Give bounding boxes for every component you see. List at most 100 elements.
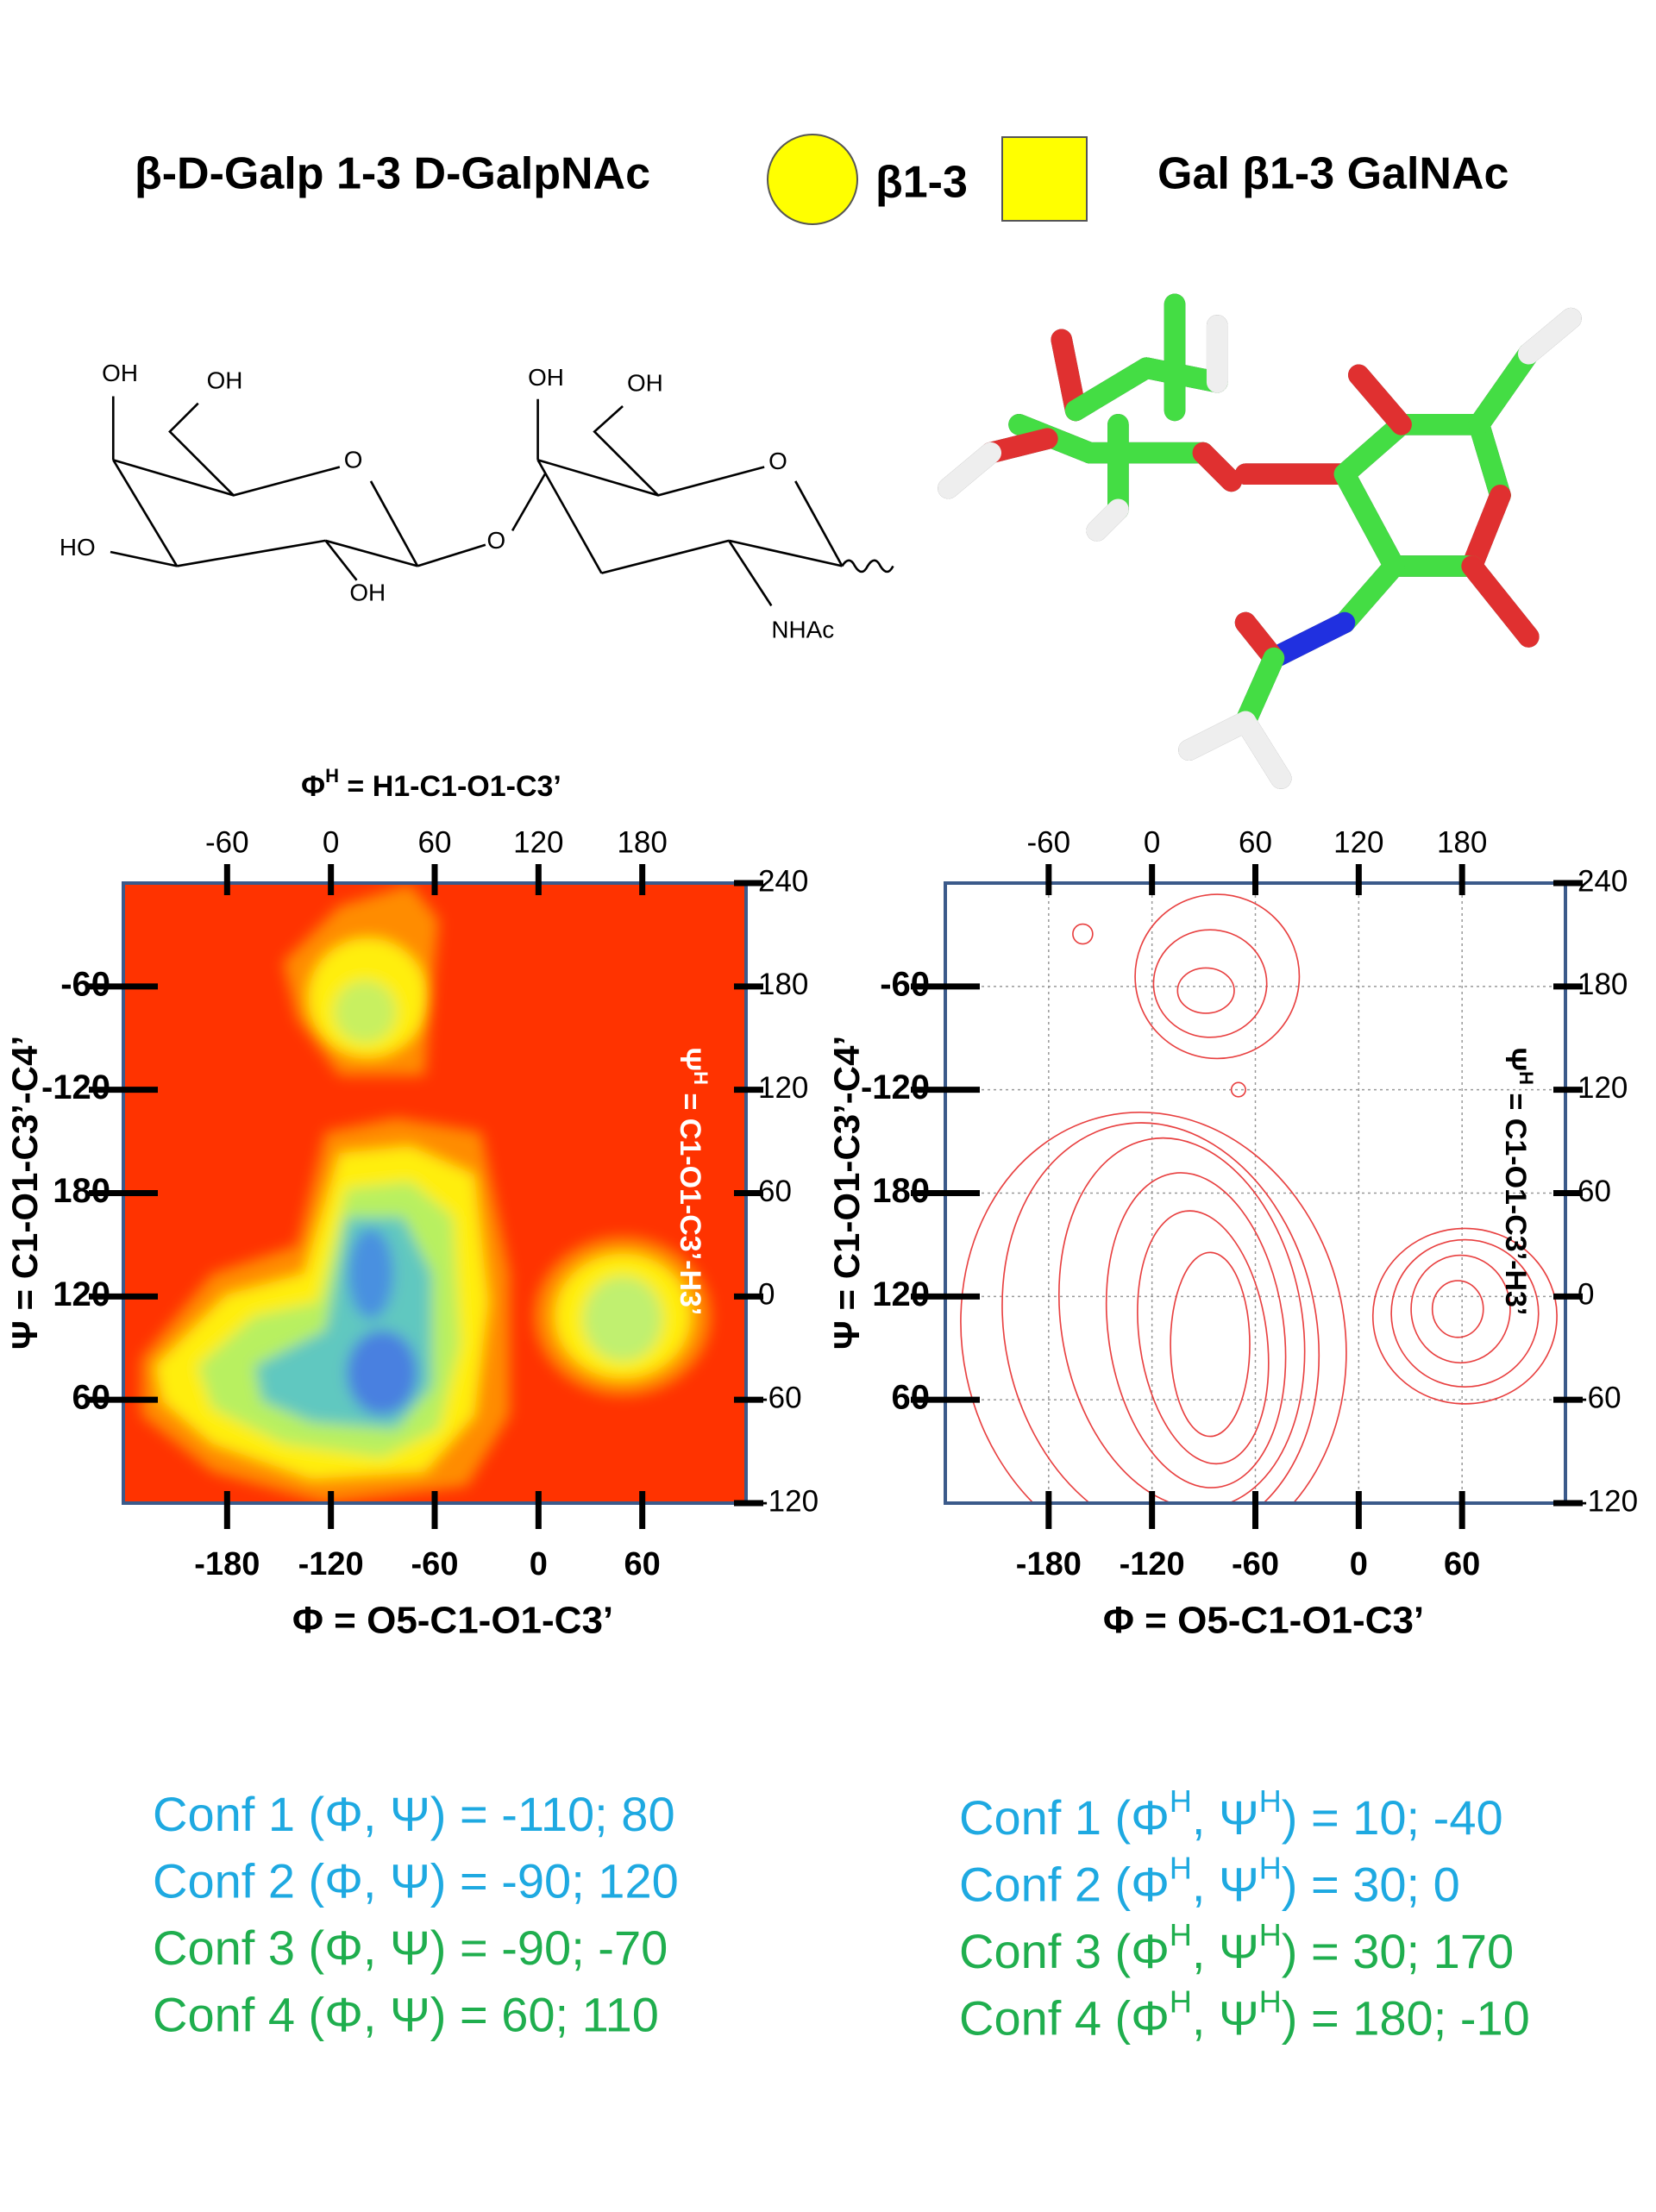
conformer-text: Conf 3 (Φ [959,1924,1170,1978]
y2-tick-label: -60 [1578,1381,1622,1414]
top-tick-label: 180 [617,825,667,859]
conformer-line: Conf 1 (Φ, Ψ) = -110; 80 [153,1787,675,1841]
atom-label: OH [528,364,564,391]
conformer-text: Conf 1 (Φ [959,1790,1170,1845]
conformer-text: , Ψ [1192,1924,1259,1978]
left-axis-title: Ψ = C1-O1-C3’-C4’ [826,1036,867,1350]
y-tick-label: 60 [892,1379,931,1417]
header-linkage: β1-3 [875,158,968,208]
conformer-text: H [1259,1851,1282,1886]
atom-label: O [344,446,363,473]
conformer-text: , Ψ [1192,1857,1259,1911]
conformer-line: Conf 2 (ΦH, ΨH) = 30; 0 [959,1851,1460,1912]
y2-tick-label: -120 [758,1484,819,1518]
conformer-text: H [1259,1984,1282,2020]
conformer-line: Conf 4 (Φ, Ψ) = 60; 110 [153,1987,659,2041]
conformer-text: ) = 30; 0 [1282,1857,1460,1911]
top-axis-title: ΦH = H1-C1-O1-C3’ [301,765,561,803]
y-tick-label: 120 [53,1275,110,1313]
atom-label: OH [207,367,243,393]
header-right: Gal β1-3 GalNAc [1157,149,1509,199]
y2-tick-label: -60 [758,1381,802,1414]
x-tick-label: 60 [624,1546,661,1582]
conformer-text: H [1170,1917,1192,1952]
x-tick-label: -180 [1016,1546,1082,1582]
stick-model [0,0,1582,789]
gal-symbol [767,134,858,225]
conformer-text: H [1170,1783,1192,1819]
conformer-text: ) = 180; -10 [1282,1990,1530,2045]
left-axis-title: Ψ = C1-O1-C3’-C4’ [4,1036,45,1350]
x-tick-label: -120 [1120,1546,1185,1582]
conformer-text: H [1170,1851,1192,1886]
x-tick-label: -60 [411,1546,459,1582]
top-tick-label: 120 [1333,825,1383,859]
conformer-line: Conf 3 (ΦH, ΨH) = 30; 170 [959,1917,1514,1978]
y2-tick-label: 60 [758,1175,792,1208]
atom-label: NHAc [771,616,834,642]
y-tick-label: -60 [880,965,930,1003]
top-tick-label: 60 [1239,825,1272,859]
atom-label: OH [102,360,138,386]
header-left: β-D-Galp 1-3 D-GalpNAc [135,149,650,199]
axes: -180 -120 -60 0 60 -60 0 60 120 180 -60 -120 180 120 6… [41,825,1638,1582]
top-tick-label: 60 [418,825,452,859]
y2-tick-label: -120 [1578,1484,1638,1518]
y2-tick-label: 0 [758,1278,775,1312]
y2-tick-label: 180 [1578,968,1628,1001]
top-tick-label: -60 [1027,825,1071,859]
conformer-text: H [1170,1984,1192,2020]
conformer-text: Conf 4 (Φ [959,1990,1170,2045]
y-tick-label: -120 [41,1068,110,1106]
conformer-text: H [1259,1917,1282,1952]
conformer-text: Conf 4 (Φ, Ψ) = 60; 110 [153,1987,659,2041]
x-tick-label: -120 [298,1546,364,1582]
top-tick-label: -60 [205,825,249,859]
chemical-structure: OH OH O HO OH O OH OH O NHAc [60,360,894,642]
right-axis-title: ΨH = C1-O1-C3’-H3’ [1499,1048,1537,1316]
y-tick-label: 180 [53,1172,110,1210]
conformer-text: H [1259,1783,1282,1819]
x-tick-label: 60 [1444,1546,1480,1582]
conformer-text: Conf 3 (Φ, Ψ) = -90; -70 [153,1921,668,1975]
y-tick-label: -120 [861,1068,930,1106]
conformer-text: Conf 2 (Φ, Ψ) = -90; 120 [153,1853,679,1908]
y2-tick-label: 120 [1578,1071,1628,1105]
conformer-text: Conf 2 (Φ [959,1857,1170,1911]
atom-label: HO [60,534,96,561]
conformer-line: Conf 3 (Φ, Ψ) = -90; -70 [153,1921,668,1975]
x-tick-label: -180 [194,1546,260,1582]
heatmap [123,883,746,1503]
y-tick-label: 60 [72,1379,111,1417]
conformer-text: ) = 30; 170 [1282,1924,1514,1978]
grid [945,883,1565,1503]
contour [960,893,1558,1503]
top-tick-label: 0 [1144,825,1160,859]
bottom-axis-title: Φ = O5-C1-O1-C3’ [292,1600,613,1642]
top-tick-label: 120 [513,825,563,859]
atom-label: O [487,527,506,554]
y2-tick-label: 120 [758,1071,808,1105]
galnac-symbol [1001,136,1088,222]
conformer-text: ) = 10; -40 [1282,1790,1503,1845]
y2-tick-label: 180 [758,968,808,1001]
y2-tick-label: 240 [758,864,808,898]
atom-label: OH [349,580,386,606]
y-tick-label: 120 [872,1275,930,1313]
conformer-line: Conf 4 (ΦH, ΨH) = 180; -10 [959,1984,1530,2046]
x-tick-label: 0 [530,1546,548,1582]
conformer-text: , Ψ [1192,1990,1259,2045]
x-tick-label: -60 [1232,1546,1279,1582]
atom-label: OH [627,370,663,397]
x-tick-label: 0 [1350,1546,1368,1582]
top-tick-label: 0 [323,825,339,859]
y2-tick-label: 60 [1578,1175,1611,1208]
top-tick-label: 180 [1437,825,1487,859]
y-tick-label: -60 [60,965,110,1003]
y2-tick-label: 240 [1578,864,1628,898]
conformer-text: , Ψ [1192,1790,1259,1845]
conformer-text: Conf 1 (Φ, Ψ) = -110; 80 [153,1787,675,1841]
conformer-line: Conf 1 (ΦH, ΨH) = 10; -40 [959,1783,1503,1845]
